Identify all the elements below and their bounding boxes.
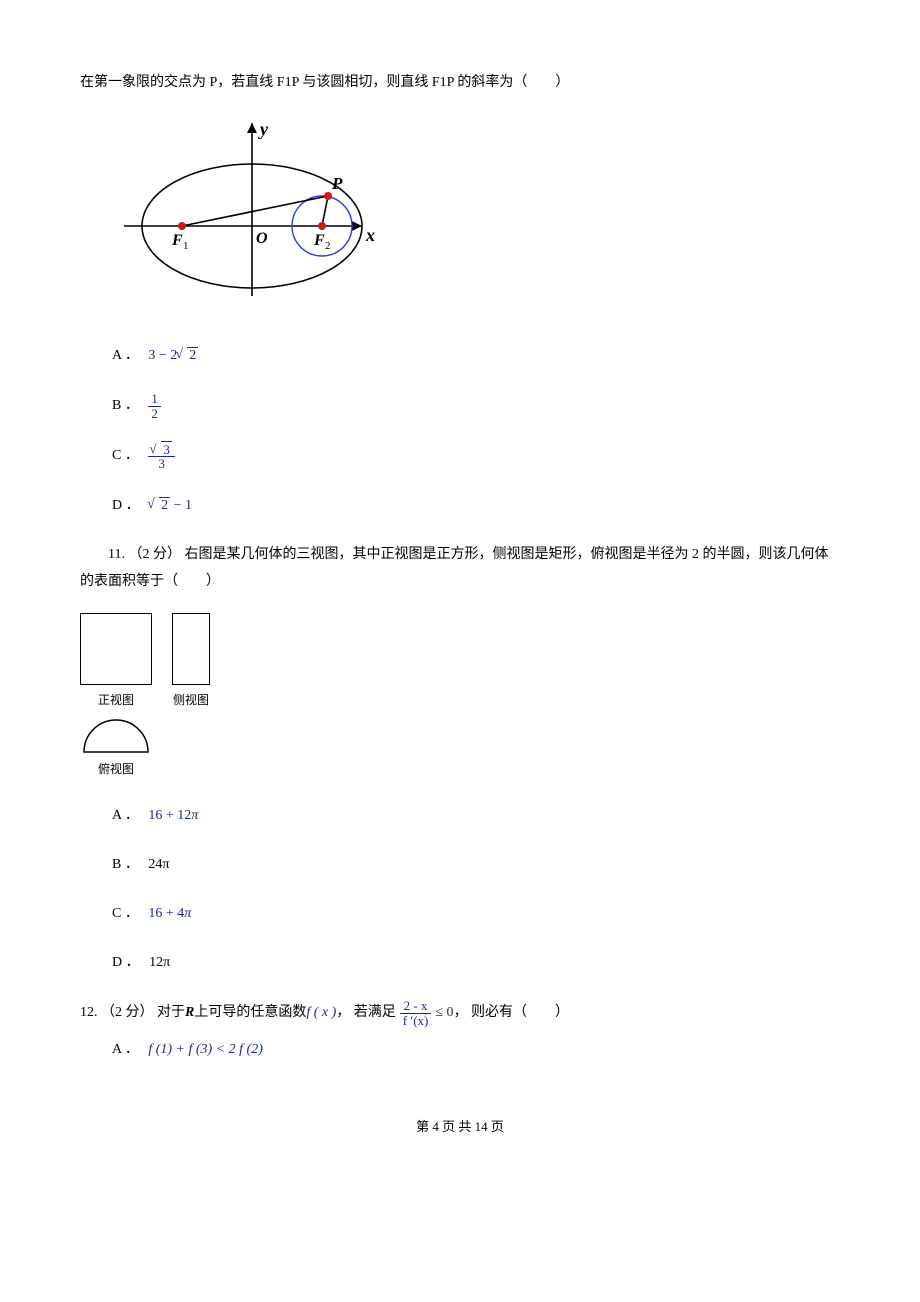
svg-text:F: F — [313, 232, 325, 249]
option-value: 24π — [148, 852, 169, 879]
page-footer: 第 4 页 共 14 页 — [80, 1115, 840, 1140]
front-view: 正视图 — [80, 613, 152, 712]
q11-text: 11. （2 分） 右图是某几何体的三视图，其中正视图是正方形，侧视图是矩形，俯… — [80, 542, 840, 595]
side-view: 侧视图 — [172, 613, 210, 712]
svg-text:y: y — [258, 119, 269, 139]
q12-option-a: A ． f (1) + f (3) < 2 f (2) — [112, 1037, 840, 1064]
option-value: 33 — [148, 443, 175, 471]
q10-figure: y x O F 1 F 2 P — [104, 111, 840, 322]
option-label: C ． — [112, 443, 139, 470]
fx: f ( x ) — [306, 1000, 336, 1027]
svg-text:P: P — [331, 174, 343, 193]
q12-text: 12. （2 分） 对于 R 上可导的任意函数 f ( x ) ， 若满足 2 … — [80, 999, 840, 1027]
q10-option-b: B ． 12 — [112, 392, 840, 420]
option-label: C ． — [112, 901, 139, 928]
q10-option-a: A ． 3 − 22 — [112, 343, 840, 370]
option-value: 12 — [148, 392, 161, 420]
q11-option-a: A ． 16 + 12π — [112, 803, 840, 830]
option-value: 16 + 4π — [148, 901, 191, 928]
option-value: 16 + 12π — [148, 803, 198, 830]
option-label: A ． — [112, 1037, 139, 1064]
option-label: D ． — [112, 950, 140, 977]
q11-views-figure: 正视图 侧视图 俯视图 — [80, 613, 840, 781]
q11-option-c: C ． 16 + 4π — [112, 901, 840, 928]
option-value: 3 − 22 — [148, 343, 198, 370]
q10-option-c: C ． 33 — [112, 443, 840, 471]
option-value: 12π — [149, 950, 170, 977]
svg-text:x: x — [365, 225, 375, 245]
side-view-label: 侧视图 — [172, 689, 210, 712]
option-value: f (1) + f (3) < 2 f (2) — [148, 1037, 263, 1064]
q10-continuation-text: 在第一象限的交点为 P，若直线 F1P 与该圆相切，则直线 F1P 的斜率为（ … — [80, 70, 840, 97]
option-label: B ． — [112, 852, 139, 879]
svg-text:O: O — [256, 230, 268, 247]
option-label: A ． — [112, 803, 139, 830]
svg-text:F: F — [171, 232, 183, 249]
option-value: 2 − 1 — [149, 493, 192, 520]
top-view-label: 俯视图 — [80, 758, 152, 781]
q11-option-d: D ． 12π — [112, 950, 840, 977]
svg-text:2: 2 — [325, 240, 331, 252]
option-label: B ． — [112, 393, 139, 420]
q10-option-d: D ． 2 − 1 — [112, 493, 840, 520]
svg-text:1: 1 — [183, 240, 189, 252]
front-view-label: 正视图 — [80, 689, 152, 712]
q11-option-b: B ． 24π — [112, 852, 840, 879]
real-set: R — [185, 1000, 194, 1027]
top-view: 俯视图 — [80, 716, 152, 781]
option-label: D ． — [112, 493, 140, 520]
option-label: A ． — [112, 343, 139, 370]
